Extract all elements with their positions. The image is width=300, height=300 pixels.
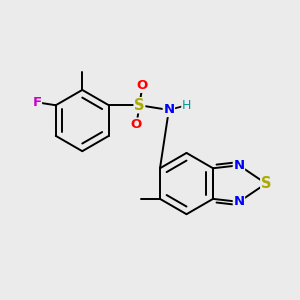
Text: O: O bbox=[131, 118, 142, 131]
Text: N: N bbox=[233, 195, 244, 208]
Text: S: S bbox=[134, 98, 145, 113]
Text: N: N bbox=[233, 159, 244, 172]
Text: O: O bbox=[137, 79, 148, 92]
Text: F: F bbox=[32, 96, 41, 109]
Text: S: S bbox=[261, 176, 271, 191]
Text: H: H bbox=[182, 99, 191, 112]
Text: N: N bbox=[163, 103, 174, 116]
